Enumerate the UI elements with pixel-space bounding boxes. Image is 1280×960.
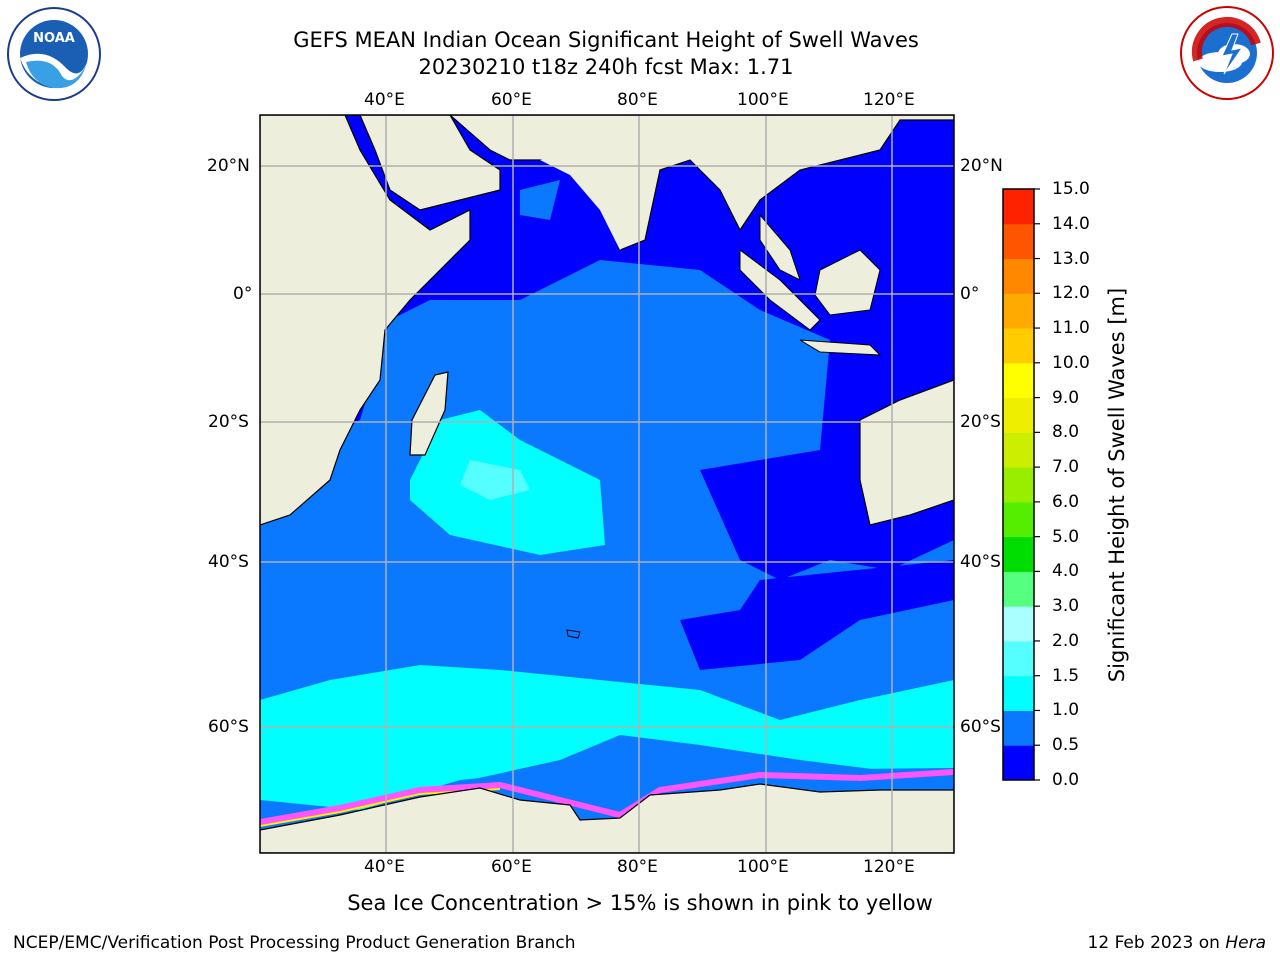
lat-label-right-20s: 20°S (960, 412, 1001, 432)
lon-label-top-40e: 40°E (364, 90, 405, 110)
colorbar-tick-label: 14.0 (1052, 213, 1090, 234)
footer-credit: NCEP/EMC/Verification Post Processing Pr… (13, 933, 576, 953)
footer-host: Hera (1225, 933, 1266, 953)
lon-label-bottom-100e: 100°E (737, 857, 789, 877)
lat-label-right-40s: 40°S (960, 552, 1001, 572)
madagascar-land (409, 371, 449, 456)
colorbar-tick-label: 7.0 (1052, 457, 1080, 478)
high-swell-southern-ocean (260, 665, 954, 810)
colorbar-tick-label: 10.0 (1052, 352, 1090, 373)
colorbar-tick-label: 1.0 (1052, 700, 1080, 721)
australia-land (859, 379, 954, 526)
lat-label-left-20s: 20°S (208, 412, 249, 432)
lat-label-right-20n: 20°N (960, 156, 1003, 176)
lon-label-bottom-80e: 80°E (617, 857, 658, 877)
colorbar-swatch (1003, 467, 1034, 503)
footer-date: 12 Feb 2023 on Hera (1088, 933, 1266, 953)
colorbar-frame (1002, 188, 1035, 781)
colorbar-swatch (1003, 501, 1034, 538)
colorbar-tick-label: 13.0 (1052, 248, 1090, 269)
lon-label-bottom-60e: 60°E (491, 857, 532, 877)
lon-label-top-80e: 80°E (617, 90, 658, 110)
map-frame (259, 114, 955, 854)
colorbar-swatch (1003, 189, 1034, 225)
colorbar-swatch (1003, 571, 1034, 607)
colorbar-swatch (1003, 606, 1034, 642)
colorbar-swatch (1003, 362, 1034, 399)
colorbar-tick-label: 4.0 (1052, 561, 1080, 582)
colorbar-swatch (1003, 745, 1034, 781)
colorbar-swatch (1003, 710, 1034, 746)
colorbar-swatch (1003, 293, 1034, 329)
colorbar-swatch (1003, 536, 1034, 572)
colorbar-tick-label: 5.0 (1052, 526, 1080, 547)
colorbar-tick-label: 1.5 (1052, 665, 1080, 686)
colorbar-tick-label: 15.0 (1052, 179, 1090, 199)
colorbar-tick-label: 12.0 (1052, 283, 1090, 304)
colorbar-tick-label: 8.0 (1052, 422, 1080, 443)
colorbar-tick-label: 0.0 (1052, 770, 1080, 790)
sumatra-land (739, 249, 821, 331)
svg-text:NOAA: NOAA (33, 31, 75, 46)
colorbar (1003, 188, 1040, 781)
colorbar-tick-label: 2.0 (1052, 630, 1080, 651)
chart-title: GEFS MEAN Indian Ocean Significant Heigh… (293, 28, 919, 52)
colorbar-label: Significant Height of Swell Waves [m] (1105, 287, 1129, 683)
colorbar-swatch (1003, 328, 1034, 364)
colorbar-tick-label: 6.0 (1052, 491, 1080, 512)
lon-label-top-120e: 120°E (863, 90, 915, 110)
colorbar-swatch (1003, 675, 1034, 711)
chart-subtitle: 20230210 t18z 240h fcst Max: 1.71 (418, 55, 794, 79)
footer-date-text: 12 Feb 2023 on (1087, 933, 1220, 953)
map-grid (260, 115, 954, 853)
map-content (260, 115, 954, 853)
colorbar-tick-label: 11.0 (1052, 318, 1090, 339)
colorbar-swatch (1003, 432, 1034, 468)
national-weather-service-logo (1180, 6, 1274, 100)
borneo-land (814, 249, 881, 316)
lat-label-left-60s: 60°S (208, 717, 249, 737)
colorbar-swatch (1003, 640, 1034, 677)
lat-label-right-0: 0° (960, 284, 980, 304)
sea-ice-note: Sea Ice Concentration > 15% is shown in … (347, 891, 933, 915)
lon-label-bottom-40e: 40°E (364, 857, 405, 877)
arabia-land (359, 115, 501, 211)
sea-ice-edge (260, 769, 954, 825)
colorbar-swatch (1003, 223, 1034, 260)
lat-label-left-40s: 40°S (208, 552, 249, 572)
lon-label-top-100e: 100°E (737, 90, 789, 110)
colorbar-tick-label: 0.5 (1052, 735, 1080, 756)
colorbar-tick-label: 9.0 (1052, 387, 1080, 408)
colorbar-tick-label: 3.0 (1052, 596, 1080, 617)
lon-label-bottom-120e: 120°E (863, 857, 915, 877)
ocean-low-swell-southeast (680, 560, 954, 670)
noaa-logo: NOAA (7, 7, 101, 101)
lon-label-top-60e: 60°E (491, 90, 532, 110)
lat-label-left-0: 0° (233, 284, 253, 304)
colorbar-swatch (1003, 258, 1034, 294)
colorbar-swatch (1003, 397, 1034, 433)
antarctica-land (260, 783, 954, 853)
lat-label-right-60s: 60°S (960, 717, 1001, 737)
lat-label-left-20n: 20°N (207, 156, 250, 176)
